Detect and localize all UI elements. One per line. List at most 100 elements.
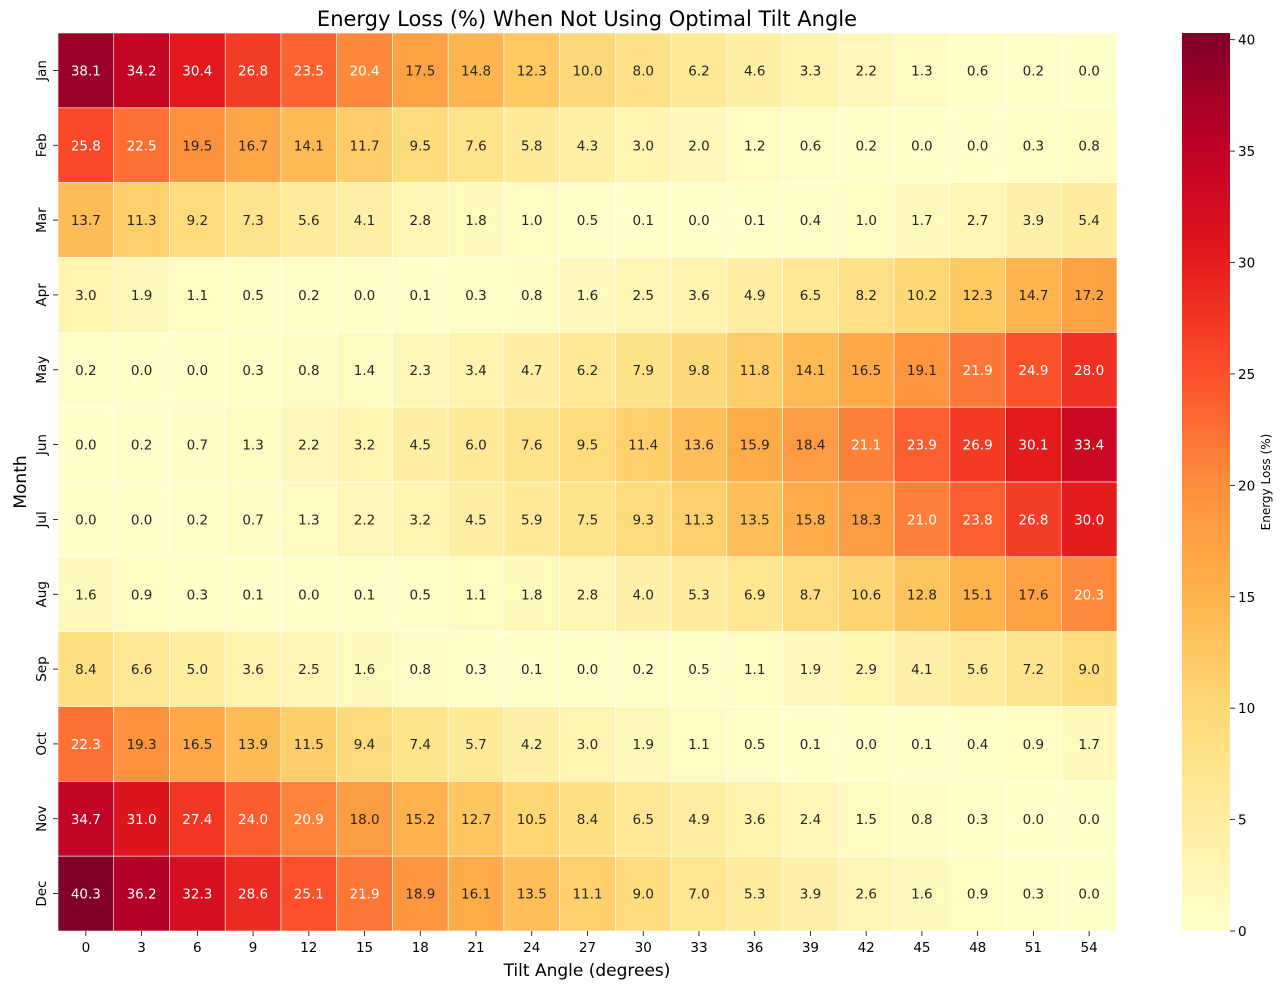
cell-value-label: 24.0	[238, 812, 268, 828]
cell-value-label: 19.1	[907, 363, 937, 379]
heatmap-cell	[503, 406, 560, 483]
cell-value-label: 12.3	[963, 288, 993, 304]
heatmap-cell	[559, 406, 616, 483]
cell-value-label: 1.8	[521, 587, 542, 603]
cell-value-label: 3.2	[354, 438, 375, 454]
cell-value-label: 0.2	[187, 512, 208, 528]
heatmap-cell	[336, 706, 393, 782]
cell-value-label: 0.3	[1023, 138, 1044, 154]
heatmap-cell	[615, 706, 672, 782]
heatmap-cell	[392, 855, 449, 932]
cell-value-label: 0.2	[75, 363, 96, 379]
heatmap-cell	[503, 182, 560, 258]
y-tick-label: Apr	[34, 283, 50, 307]
heatmap-cell	[670, 32, 728, 109]
cell-value-label: 0.8	[521, 288, 542, 304]
heatmap-cell	[503, 257, 560, 333]
cell-value-label: 6.0	[465, 438, 486, 454]
heatmap-cell	[447, 556, 505, 632]
heatmap-cell	[447, 107, 505, 183]
x-tick-label: 21	[467, 940, 484, 956]
heatmap-cell	[224, 855, 282, 932]
cell-value-label: 1.9	[800, 662, 821, 678]
cell-value-label: 0.0	[298, 587, 319, 603]
heatmap-cell	[726, 332, 783, 408]
heatmap-cell	[782, 781, 839, 857]
cell-value-label: 0.5	[688, 662, 709, 678]
cell-value-label: 1.7	[911, 213, 932, 229]
heatmap-cell	[447, 182, 505, 258]
cell-value-label: 1.1	[744, 662, 765, 678]
x-tick-label: 27	[579, 940, 596, 956]
cell-value-label: 27.4	[182, 812, 212, 828]
cell-value-label: 26.9	[963, 438, 993, 454]
y-axis: Jan Feb Mar Apr May Jun Jul Aug Sep Oct Nov Dec	[34, 60, 58, 907]
cell-value-label: 3.6	[242, 662, 263, 678]
heatmap-cell	[336, 781, 393, 857]
heatmap-cell	[838, 406, 895, 483]
cell-value-label: 6.5	[632, 812, 653, 828]
cell-value-label: 1.1	[688, 737, 709, 753]
cell-value-label: 0.0	[1078, 887, 1099, 903]
cell-value-label: 4.6	[744, 63, 765, 79]
y-tick-label: Nov	[34, 806, 50, 832]
heatmap-cell	[838, 556, 895, 632]
cell-value-label: 31.0	[127, 812, 157, 828]
colorbar: 0 5 10 15 20 25 30 35 40	[1182, 33, 1255, 940]
x-tick-label: 45	[913, 940, 930, 956]
cell-value-label: 9.2	[187, 213, 208, 229]
cell-value-label: 11.3	[127, 213, 157, 229]
heatmap-cell	[670, 257, 728, 333]
heatmap-cell	[1005, 481, 1062, 558]
cell-value-label: 0.9	[967, 887, 988, 903]
cell-value-label: 6.5	[800, 288, 821, 304]
heatmap-cell	[224, 107, 282, 183]
cell-value-label: 6.9	[744, 587, 765, 603]
heatmap-cell	[57, 481, 115, 558]
cell-value-label: 24.9	[1018, 363, 1048, 379]
cell-value-label: 7.0	[688, 887, 709, 903]
cell-value-label: 9.0	[632, 887, 653, 903]
heatmap-cell	[280, 481, 337, 558]
heatmap-cell	[893, 182, 951, 258]
cell-value-label: 5.6	[967, 662, 988, 678]
cell-value-label: 3.9	[1023, 213, 1044, 229]
cell-value-label: 0.1	[911, 737, 932, 753]
x-tick-label: 0	[82, 940, 91, 956]
cell-value-label: 15.1	[963, 587, 993, 603]
cell-value-label: 1.6	[75, 587, 96, 603]
cell-value-label: 0.4	[967, 737, 988, 753]
heatmap-cell	[726, 481, 783, 558]
heatmap-cell	[224, 32, 282, 109]
cell-value-label: 2.7	[967, 213, 988, 229]
heatmap-cell	[280, 182, 337, 258]
heatmap-cell	[1005, 107, 1062, 183]
cell-value-label: 7.3	[242, 213, 263, 229]
heatmap-cell	[559, 107, 616, 183]
heatmap-cells	[57, 32, 1118, 932]
heatmap-cell	[280, 556, 337, 632]
cell-value-label: 40.3	[71, 887, 101, 903]
cell-value-label: 30.1	[1018, 438, 1048, 454]
heatmap-cell	[893, 706, 951, 782]
cell-value-label: 28.6	[238, 887, 268, 903]
cell-value-label: 1.1	[465, 587, 486, 603]
heatmap-cell	[113, 32, 170, 109]
cell-value-label: 7.2	[1023, 662, 1044, 678]
cell-value-label: 0.0	[131, 363, 152, 379]
cell-value-label: 10.5	[517, 812, 547, 828]
heatmap-cell	[1060, 107, 1118, 183]
heatmap-cell	[726, 32, 783, 109]
x-axis-label: Tilt Angle (degrees)	[503, 961, 671, 981]
cell-value-label: 4.5	[410, 438, 431, 454]
x-tick-label: 9	[249, 940, 258, 956]
heatmap-cell	[113, 182, 170, 258]
cell-value-label: 0.3	[242, 363, 263, 379]
heatmap-cell	[224, 406, 282, 483]
cell-value-label: 7.5	[577, 512, 598, 528]
cell-value-label: 0.0	[75, 512, 96, 528]
heatmap-cell	[782, 556, 839, 632]
cell-value-label: 32.3	[182, 887, 212, 903]
heatmap-cell	[949, 556, 1006, 632]
colorbar-tick-label: 0	[1238, 924, 1247, 940]
